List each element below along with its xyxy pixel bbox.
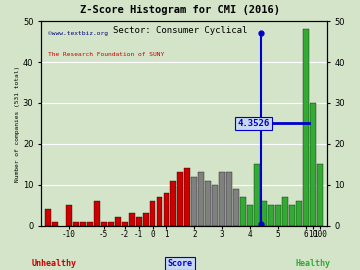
Bar — [261, 201, 267, 226]
Text: Z-Score Histogram for CMI (2016): Z-Score Histogram for CMI (2016) — [80, 5, 280, 15]
Bar — [317, 164, 323, 226]
Bar — [226, 173, 232, 226]
Bar — [247, 205, 253, 226]
Bar — [129, 213, 135, 226]
Y-axis label: Number of companies (531 total): Number of companies (531 total) — [15, 65, 20, 181]
Bar — [177, 173, 183, 226]
Bar — [184, 168, 190, 226]
Bar — [171, 181, 176, 226]
Bar — [268, 205, 274, 226]
Bar — [94, 201, 100, 226]
Bar — [233, 189, 239, 226]
Text: Sector: Consumer Cyclical: Sector: Consumer Cyclical — [113, 26, 247, 35]
Bar — [66, 205, 72, 226]
Bar — [212, 185, 218, 226]
Bar — [192, 177, 197, 226]
Bar — [198, 173, 204, 226]
Text: Unhealthy: Unhealthy — [32, 259, 76, 268]
Bar — [122, 222, 128, 226]
Bar — [310, 103, 316, 226]
Bar — [163, 193, 170, 226]
Bar — [108, 222, 114, 226]
Bar — [240, 197, 246, 226]
Bar — [87, 222, 93, 226]
Text: ©www.textbiz.org: ©www.textbiz.org — [48, 31, 108, 36]
Bar — [45, 209, 51, 226]
Bar — [149, 201, 156, 226]
Bar — [219, 173, 225, 226]
Bar — [275, 205, 281, 226]
Bar — [136, 217, 141, 226]
Bar — [115, 217, 121, 226]
Bar — [296, 201, 302, 226]
Bar — [205, 181, 211, 226]
Bar — [289, 205, 295, 226]
Bar — [303, 29, 309, 226]
Bar — [52, 222, 58, 226]
Bar — [157, 197, 162, 226]
Text: The Research Foundation of SUNY: The Research Foundation of SUNY — [48, 52, 164, 57]
Text: Score: Score — [167, 259, 193, 268]
Bar — [143, 213, 149, 226]
Bar — [101, 222, 107, 226]
Bar — [73, 222, 79, 226]
Bar — [80, 222, 86, 226]
Text: 4.3526: 4.3526 — [238, 119, 270, 128]
Text: Healthy: Healthy — [296, 259, 331, 268]
Bar — [282, 197, 288, 226]
Bar — [254, 164, 260, 226]
